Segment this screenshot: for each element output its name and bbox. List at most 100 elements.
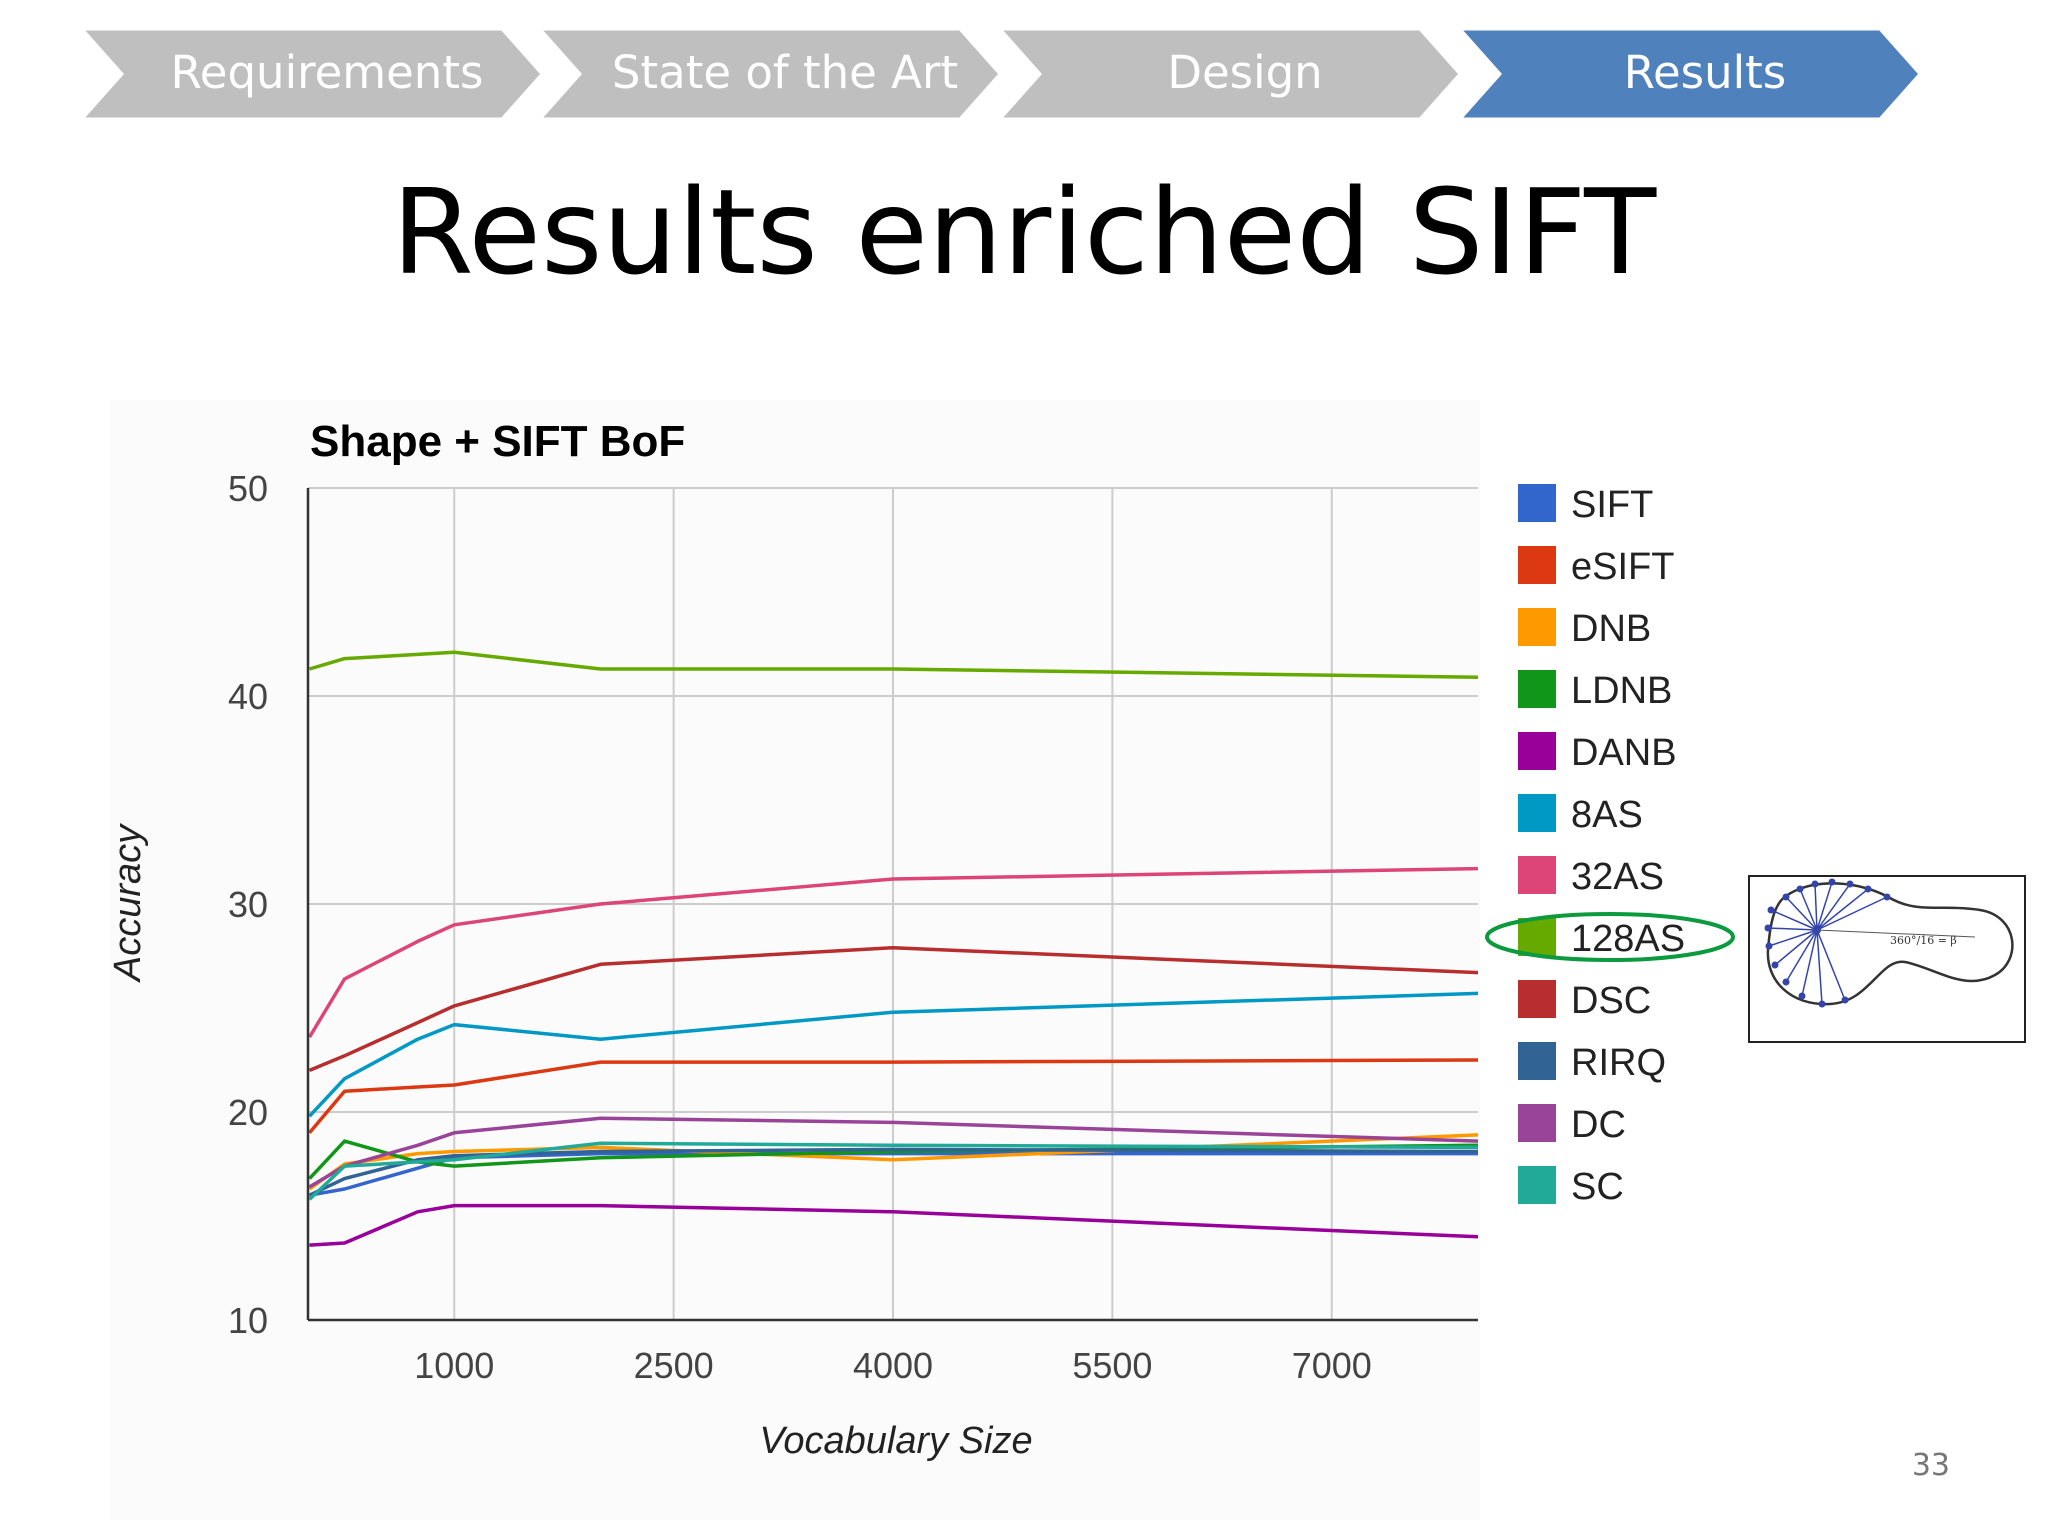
nav-step-design[interactable]: Design [996,27,1463,121]
legend-item-dsc: DSC [1518,980,1651,1022]
legend-item-dnb: DNB [1518,608,1651,650]
legend-label: DSC [1571,980,1651,1022]
nav-step-results[interactable]: Results [1456,27,1923,121]
legend-label: RIRQ [1571,1042,1666,1084]
inset-sample-point [1782,978,1790,986]
nav-step-chevron [1456,27,1923,121]
inset-sample-point [1767,906,1775,914]
inset-sample-point [1798,992,1806,1000]
inset-ray [1816,888,1869,931]
legend-swatch [1518,1166,1556,1204]
legend-swatch [1518,484,1556,522]
nav-step-label: Design [1167,46,1322,99]
inset-angle-label: 360°/16 = β [1890,934,1957,947]
legend-label: DANB [1571,732,1677,774]
nav-step-chevron [996,27,1463,121]
legend-swatch [1518,1104,1556,1142]
chart-background [110,400,1480,1520]
shape-sampling-inset: 360°/16 = β [1748,875,2026,1043]
legend-swatch [1518,1042,1556,1080]
nav-step-chevron [536,27,1003,121]
legend-label: LDNB [1571,670,1672,712]
inset-sample-point [1864,885,1872,893]
chart-legend: SIFT eSIFT DNB LDNB DANB 8AS 32AS 128AS DSC RIRQ D… [1518,484,1685,1208]
page-number: 33 [1911,1448,1950,1483]
series-line-dnb [308,1133,1479,1191]
x-tick-label: 5500 [1072,1345,1152,1386]
legend-item-esift: eSIFT [1518,546,1674,588]
inset-sample-point [1771,961,1779,969]
legend-item-sift: SIFT [1518,484,1653,526]
legend-item-32as: 32AS [1518,856,1664,898]
nav-step-label: Requirements [171,46,484,99]
legend-swatch [1518,856,1556,894]
inset-ray [1816,881,1833,931]
y-axis-title: Accuracy [107,823,149,983]
legend-label: SIFT [1571,484,1653,526]
legend-label: 8AS [1571,794,1643,836]
inset-reference-ray [1816,929,1976,938]
nav-step-label: State of the Art [612,46,958,99]
legend-label: SC [1571,1166,1624,1208]
series-line-sift [309,1151,1478,1197]
legend-swatch [1518,608,1556,646]
chart-axes [306,488,1478,1322]
legend-highlight-ellipse [1485,912,1735,962]
y-tick-label: 10 [228,1300,268,1341]
chart-tick-labels: 10 20 30 40 50 1000 2500 4000 5500 7000 [228,468,1372,1386]
inset-sample-point [1765,942,1773,950]
series-line-dsc [308,945,1479,1073]
series-line-danb [309,1203,1479,1247]
y-tick-label: 30 [228,884,268,925]
inset-ray [1770,909,1818,931]
inset-sample-point [1828,878,1836,886]
chart-title: Shape + SIFT BoF [310,417,685,466]
inset-ray [1801,929,1818,997]
inset-ray [1814,883,1818,931]
inset-sampling-rays [1764,878,1891,1008]
inset-ray [1816,896,1888,931]
y-tick-label: 40 [228,676,268,717]
legend-label: DNB [1571,608,1651,650]
series-line-ldnb [308,1139,1479,1180]
inset-ray [1774,929,1818,966]
x-tick-label: 7000 [1292,1345,1372,1386]
series-line-8as [308,991,1479,1118]
legend-item-ldnb: LDNB [1518,670,1672,712]
inset-ray [1799,888,1818,931]
legend-swatch [1518,794,1556,832]
series-line-sc [308,1141,1479,1201]
legend-swatch [1518,980,1556,1018]
nav-step-label: Results [1624,46,1787,99]
inset-ray [1816,929,1846,1001]
inset-sample-point [1818,1000,1826,1008]
series-line-rirq [308,1147,1479,1197]
x-tick-label: 1000 [414,1345,494,1386]
legend-item-8as: 8AS [1518,794,1643,836]
inset-sample-point [1811,880,1819,888]
legend-item-sc: SC [1518,1166,1624,1208]
inset-ray [1816,883,1851,931]
shape-angle-sampling-icon: 360°/16 = β [1764,878,2014,1008]
legend-label: eSIFT [1571,546,1674,588]
legend-item-128as: 128AS [1518,918,1685,960]
nav-step-chevron [78,27,545,121]
x-tick-label: 4000 [853,1345,933,1386]
x-tick-label: 2500 [634,1345,714,1386]
legend-label: DC [1571,1104,1626,1146]
nav-step-requirements[interactable]: Requirements [78,27,545,121]
legend-swatch [1518,732,1556,770]
inset-sample-point [1846,880,1854,888]
slide-title: Results enriched SIFT [391,163,1657,301]
nav-step-state-of-the-art[interactable]: State of the Art [536,27,1003,121]
legend-item-rirq: RIRQ [1518,1042,1666,1084]
legend-item-dc: DC [1518,1104,1626,1146]
y-tick-label: 50 [228,468,268,509]
legend-swatch [1518,918,1556,956]
inset-ray [1785,896,1818,931]
legend-swatch [1518,546,1556,584]
y-tick-label: 20 [228,1092,268,1133]
x-axis-title: Vocabulary Size [759,1420,1032,1462]
